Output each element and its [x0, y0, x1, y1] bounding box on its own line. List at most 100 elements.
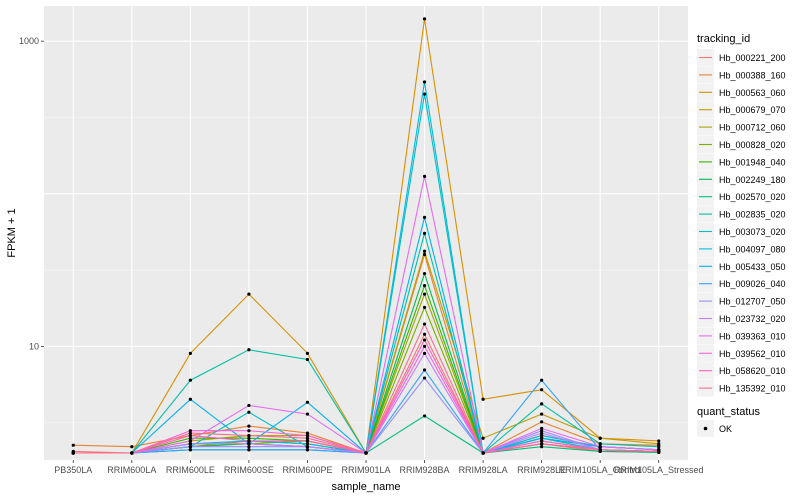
data-point-Hb_058620_010 [422, 338, 427, 342]
data-point-Hb_009026_040 [247, 448, 251, 452]
data-point-Hb_000563_060 [422, 17, 427, 21]
data-point-Hb_003073_020 [247, 410, 251, 414]
data-point-Hb_000388_160 [247, 424, 251, 428]
y-axis-title: FPKM + 1 [6, 208, 18, 257]
data-point-Hb_135392_010 [71, 451, 75, 455]
data-point-Hb_005433_050 [305, 400, 310, 404]
data-point-Hb_009026_040 [540, 378, 544, 382]
legend2-label: OK [719, 424, 732, 434]
data-point-Hb_135392_010 [305, 436, 310, 440]
legend-label: Hb_000563_060 [719, 88, 786, 98]
y-tick-label: 10 [29, 341, 39, 351]
data-point-Hb_135392_010 [598, 448, 602, 452]
data-point-Hb_058620_010 [188, 434, 192, 438]
data-point-Hb_039363_010 [305, 412, 310, 416]
data-point-Hb_135392_010 [481, 451, 485, 455]
data-point-Hb_135392_010 [364, 451, 368, 455]
legend-label: Hb_012707_050 [719, 297, 786, 307]
data-point-Hb_000563_060 [247, 292, 251, 296]
data-point-Hb_000679_070 [540, 412, 544, 416]
x-tick-label: RRIM928LE [517, 465, 566, 475]
data-point-Hb_000563_060 [481, 397, 485, 401]
x-tick-label: RRIM600PE [282, 465, 332, 475]
data-point-Hb_039562_010 [540, 439, 544, 443]
legend-label: Hb_001948_040 [719, 157, 786, 167]
data-point-Hb_005433_050 [188, 397, 192, 401]
data-point-Hb_000828_020 [422, 305, 427, 310]
legend-label: Hb_023732_020 [719, 314, 786, 324]
data-point-Hb_003073_020 [422, 92, 427, 96]
data-point-Hb_135392_010 [247, 434, 251, 438]
data-point-Hb_000712_060 [422, 292, 427, 296]
x-axis-title: sample_name [331, 481, 400, 493]
legend-label: Hb_039562_010 [719, 349, 786, 359]
legend-label: Hb_005433_050 [719, 262, 786, 272]
data-point-Hb_012707_050 [422, 376, 427, 380]
data-point-Hb_023732_020 [422, 351, 427, 355]
x-tick-label: RRIM901LA [341, 465, 390, 475]
data-point-Hb_000679_070 [422, 249, 427, 253]
data-point-Hb_000563_060 [305, 351, 310, 355]
data-point-Hb_005433_050 [422, 215, 427, 219]
data-point-Hb_009026_040 [188, 448, 192, 452]
data-point-Hb_058620_010 [305, 439, 310, 443]
data-point-Hb_009026_040 [305, 448, 310, 452]
data-point-Hb_039363_010 [188, 439, 192, 443]
data-point-Hb_001948_040 [247, 436, 251, 440]
data-point-Hb_002835_020 [422, 231, 427, 235]
data-point-Hb_058620_010 [247, 439, 251, 443]
legend-label: Hb_058620_010 [719, 366, 786, 376]
x-tick-label: RRIM105LA_Stressed [614, 465, 704, 475]
data-point-Hb_039363_010 [540, 426, 544, 430]
x-tick-label: RRIM600SE [224, 465, 274, 475]
data-point-Hb_000388_160 [130, 445, 134, 449]
data-point-Hb_002835_020 [598, 442, 602, 446]
legend-label: Hb_000221_200 [719, 53, 786, 63]
data-point-Hb_039363_010 [247, 403, 251, 408]
data-point-Hb_023732_020 [188, 442, 192, 446]
data-point-Hb_012707_050 [247, 445, 251, 449]
data-point-Hb_000388_160 [540, 420, 544, 424]
data-point-Hb_004097_080 [422, 80, 427, 84]
x-tick-label: RRIM928LA [459, 465, 508, 475]
legend-label: Hb_009026_040 [719, 279, 786, 289]
legend-label: Hb_000712_060 [719, 123, 786, 133]
data-point-Hb_001948_040 [422, 284, 427, 288]
data-point-Hb_005433_050 [540, 436, 544, 440]
data-point-Hb_002835_020 [188, 378, 192, 382]
data-point-Hb_000388_160 [305, 431, 310, 435]
data-point-Hb_012707_050 [540, 429, 544, 433]
legend-label: Hb_002570_020 [719, 192, 786, 202]
x-tick-label: RRIM600LA [107, 465, 156, 475]
data-point-Hb_135392_010 [540, 442, 544, 446]
data-point-Hb_023732_020 [540, 431, 544, 435]
legend-title: tracking_id [697, 33, 750, 45]
x-tick-label: RRIM928BA [400, 465, 450, 475]
legend2-key-point [703, 426, 708, 431]
data-point-Hb_000388_160 [71, 443, 75, 447]
data-point-Hb_002570_020 [422, 414, 427, 418]
data-point-Hb_039562_010 [247, 429, 251, 433]
legend-label: Hb_000828_020 [719, 140, 786, 150]
legend-label: Hb_004097_080 [719, 244, 786, 254]
data-point-Hb_135392_010 [422, 322, 427, 326]
data-point-Hb_000221_200 [422, 332, 427, 336]
data-point-Hb_000679_070 [598, 436, 602, 440]
legend-label: Hb_002249_180 [719, 175, 786, 185]
data-point-Hb_039562_010 [305, 434, 310, 438]
x-tick-label: PB350LA [54, 465, 92, 475]
data-point-Hb_009026_040 [422, 368, 427, 372]
data-point-Hb_135392_010 [657, 449, 661, 453]
legend-label: Hb_002835_020 [719, 210, 786, 220]
data-point-Hb_039562_010 [422, 344, 427, 348]
data-point-Hb_039562_010 [188, 429, 192, 433]
legend-quant-status: quant_status OK [697, 406, 760, 437]
data-points [71, 17, 661, 455]
x-axis-ticks: PB350LA RRIM600LA RRIM600LE RRIM600SE RRIM60… [54, 460, 704, 475]
data-point-Hb_002570_020 [540, 445, 544, 449]
data-point-Hb_002835_020 [657, 445, 661, 449]
legend-label: Hb_000388_160 [719, 70, 786, 80]
x-tick-label: RRIM105LA_Control [559, 465, 642, 475]
legend-label: Hb_000679_070 [719, 105, 786, 115]
